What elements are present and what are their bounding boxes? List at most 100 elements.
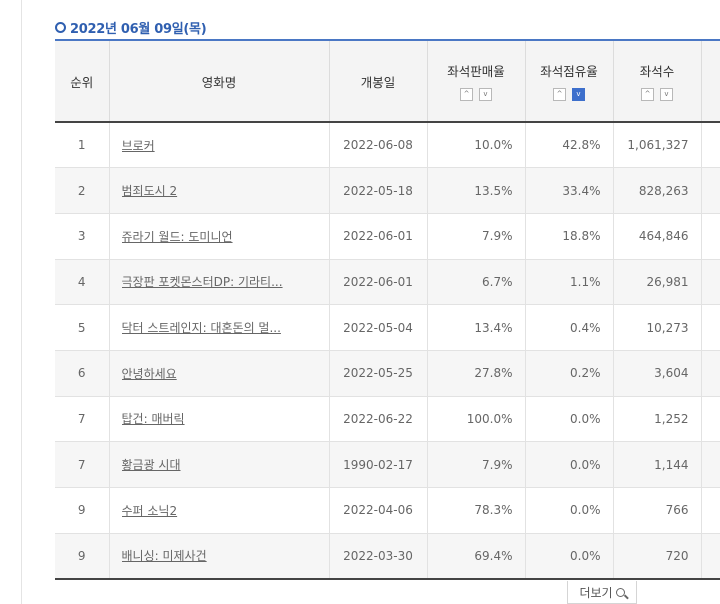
date-heading-text: 2022년 06월 09일(목): [70, 21, 207, 37]
rank-cell: 4: [55, 259, 109, 306]
rank-cell: 9: [55, 533, 109, 580]
rank-cell: 6: [55, 350, 109, 397]
rank-cell: 5: [55, 304, 109, 351]
more-button[interactable]: 더보기: [567, 581, 637, 604]
sort-up-icon[interactable]: ^: [553, 88, 566, 101]
seats-cell: 1,061,327: [612, 122, 701, 169]
seats-cell: 720: [612, 533, 701, 580]
sales-rate-cell: 69.4%: [426, 533, 525, 580]
col-header-seats: 좌석수 ^ v: [612, 41, 701, 123]
rank-cell: 7: [55, 396, 109, 443]
release-date-cell: 2022-05-18: [328, 167, 427, 214]
release-date-cell: 2022-05-25: [328, 350, 427, 397]
release-date-cell: 2022-06-22: [328, 396, 427, 443]
sort-down-icon[interactable]: v: [660, 88, 673, 101]
release-date-cell: 1990-02-17: [328, 441, 427, 488]
col-header-release: 개봉일: [328, 41, 427, 123]
sort-down-icon[interactable]: v: [479, 88, 492, 101]
movie-title-link[interactable]: 쥬라기 월드: 도미니언: [121, 229, 233, 244]
movie-title-link[interactable]: 황금광 시대: [121, 458, 181, 473]
col-header-share-rate: 좌석점유율 ^ v: [524, 41, 613, 123]
extra-cell: [700, 213, 720, 260]
share-rate-cell: 0.4%: [524, 304, 613, 351]
rank-cell: 9: [55, 487, 109, 534]
sales-rate-cell: 100.0%: [426, 396, 525, 443]
extra-cell: [700, 259, 720, 306]
extra-cell: [700, 350, 720, 397]
sort-up-icon[interactable]: ^: [641, 88, 654, 101]
movie-title-link[interactable]: 닥터 스트레인지: 대혼돈의 멀...: [121, 321, 281, 336]
movie-title-link[interactable]: 배니싱: 미제사건: [121, 549, 207, 564]
search-icon: [615, 587, 625, 597]
rank-cell: 3: [55, 213, 109, 260]
share-rate-cell: 1.1%: [524, 259, 613, 306]
title-cell: 범죄도시 2: [108, 167, 329, 214]
extra-cell: [700, 304, 720, 351]
sort-down-icon[interactable]: v: [572, 88, 585, 101]
release-date-cell: 2022-05-04: [328, 304, 427, 351]
title-cell: 닥터 스트레인지: 대혼돈의 멀...: [108, 304, 329, 351]
sales-rate-cell: 27.8%: [426, 350, 525, 397]
table-row: 3 쥬라기 월드: 도미니언 2022-06-01 7.9% 18.8% 464,846: [55, 213, 720, 260]
table-row: 6 안녕하세요 2022-05-25 27.8% 0.2% 3,604: [55, 350, 720, 397]
movie-title-link[interactable]: 탑건: 매버릭: [121, 412, 185, 427]
share-rate-cell: 18.8%: [524, 213, 613, 260]
table-top-rule: [55, 39, 720, 41]
title-cell: 탑건: 매버릭: [108, 396, 329, 443]
extra-cell: [700, 441, 720, 488]
more-button-label: 더보기: [579, 585, 613, 600]
table-row: 9 배니싱: 미제사건 2022-03-30 69.4% 0.0% 720: [55, 533, 720, 580]
title-cell: 쥬라기 월드: 도미니언: [108, 213, 329, 260]
share-rate-cell: 0.0%: [524, 441, 613, 488]
sales-rate-cell: 13.4%: [426, 304, 525, 351]
rank-cell: 7: [55, 441, 109, 488]
share-rate-cell: 42.8%: [524, 122, 613, 169]
circle-icon: [55, 21, 66, 33]
extra-cell: [700, 396, 720, 443]
movie-title-link[interactable]: 안녕하세요: [121, 366, 177, 381]
left-divider: [21, 0, 22, 604]
seats-cell: 1,252: [612, 396, 701, 443]
share-rate-cell: 33.4%: [524, 167, 613, 214]
table-row: 4 극장판 포켓몬스터DP: 기라티... 2022-06-01 6.7% 1.1% 26…: [55, 259, 720, 306]
extra-cell: [700, 487, 720, 534]
title-cell: 수퍼 소닉2: [108, 487, 329, 534]
seats-cell: 3,604: [612, 350, 701, 397]
title-cell: 황금광 시대: [108, 441, 329, 488]
title-cell: 배니싱: 미제사건: [108, 533, 329, 580]
col-header-sales-rate: 좌석판매율 ^ v: [426, 41, 525, 123]
table-row: 9 수퍼 소닉2 2022-04-06 78.3% 0.0% 766: [55, 487, 720, 534]
seats-cell: 10,273: [612, 304, 701, 351]
sales-rate-cell: 7.9%: [426, 441, 525, 488]
table-row: 7 탑건: 매버릭 2022-06-22 100.0% 0.0% 1,252: [55, 396, 720, 443]
sales-rate-cell: 78.3%: [426, 487, 525, 534]
share-rate-cell: 0.0%: [524, 396, 613, 443]
table-row: 1 브로커 2022-06-08 10.0% 42.8% 1,061,327: [55, 122, 720, 169]
share-rate-cell: 0.2%: [524, 350, 613, 397]
sales-rate-cell: 6.7%: [426, 259, 525, 306]
sort-up-icon[interactable]: ^: [460, 88, 473, 101]
seats-cell: 26,981: [612, 259, 701, 306]
seats-cell: 1,144: [612, 441, 701, 488]
share-rate-cell: 0.0%: [524, 533, 613, 580]
table-row: 7 황금광 시대 1990-02-17 7.9% 0.0% 1,144: [55, 441, 720, 488]
title-cell: 안녕하세요: [108, 350, 329, 397]
seats-cell: 828,263: [612, 167, 701, 214]
seats-cell: 766: [612, 487, 701, 534]
table-row: 5 닥터 스트레인지: 대혼돈의 멀... 2022-05-04 13.4% 0.4% 1…: [55, 304, 720, 351]
table-row: 2 범죄도시 2 2022-05-18 13.5% 33.4% 828,263: [55, 167, 720, 214]
extra-cell: [700, 167, 720, 214]
extra-cell: [700, 533, 720, 580]
rank-cell: 2: [55, 167, 109, 214]
title-cell: 브로커: [108, 122, 329, 169]
movie-title-link[interactable]: 극장판 포켓몬스터DP: 기라티...: [121, 275, 283, 290]
movie-title-link[interactable]: 수퍼 소닉2: [121, 503, 178, 518]
movie-title-link[interactable]: 범죄도시 2: [121, 184, 178, 199]
col-header-rank: 순위: [55, 41, 109, 123]
sales-rate-cell: 7.9%: [426, 213, 525, 260]
rank-cell: 1: [55, 122, 109, 169]
col-header-title: 영화명: [108, 41, 329, 123]
release-date-cell: 2022-06-01: [328, 213, 427, 260]
release-date-cell: 2022-06-01: [328, 259, 427, 306]
movie-title-link[interactable]: 브로커: [121, 138, 155, 153]
